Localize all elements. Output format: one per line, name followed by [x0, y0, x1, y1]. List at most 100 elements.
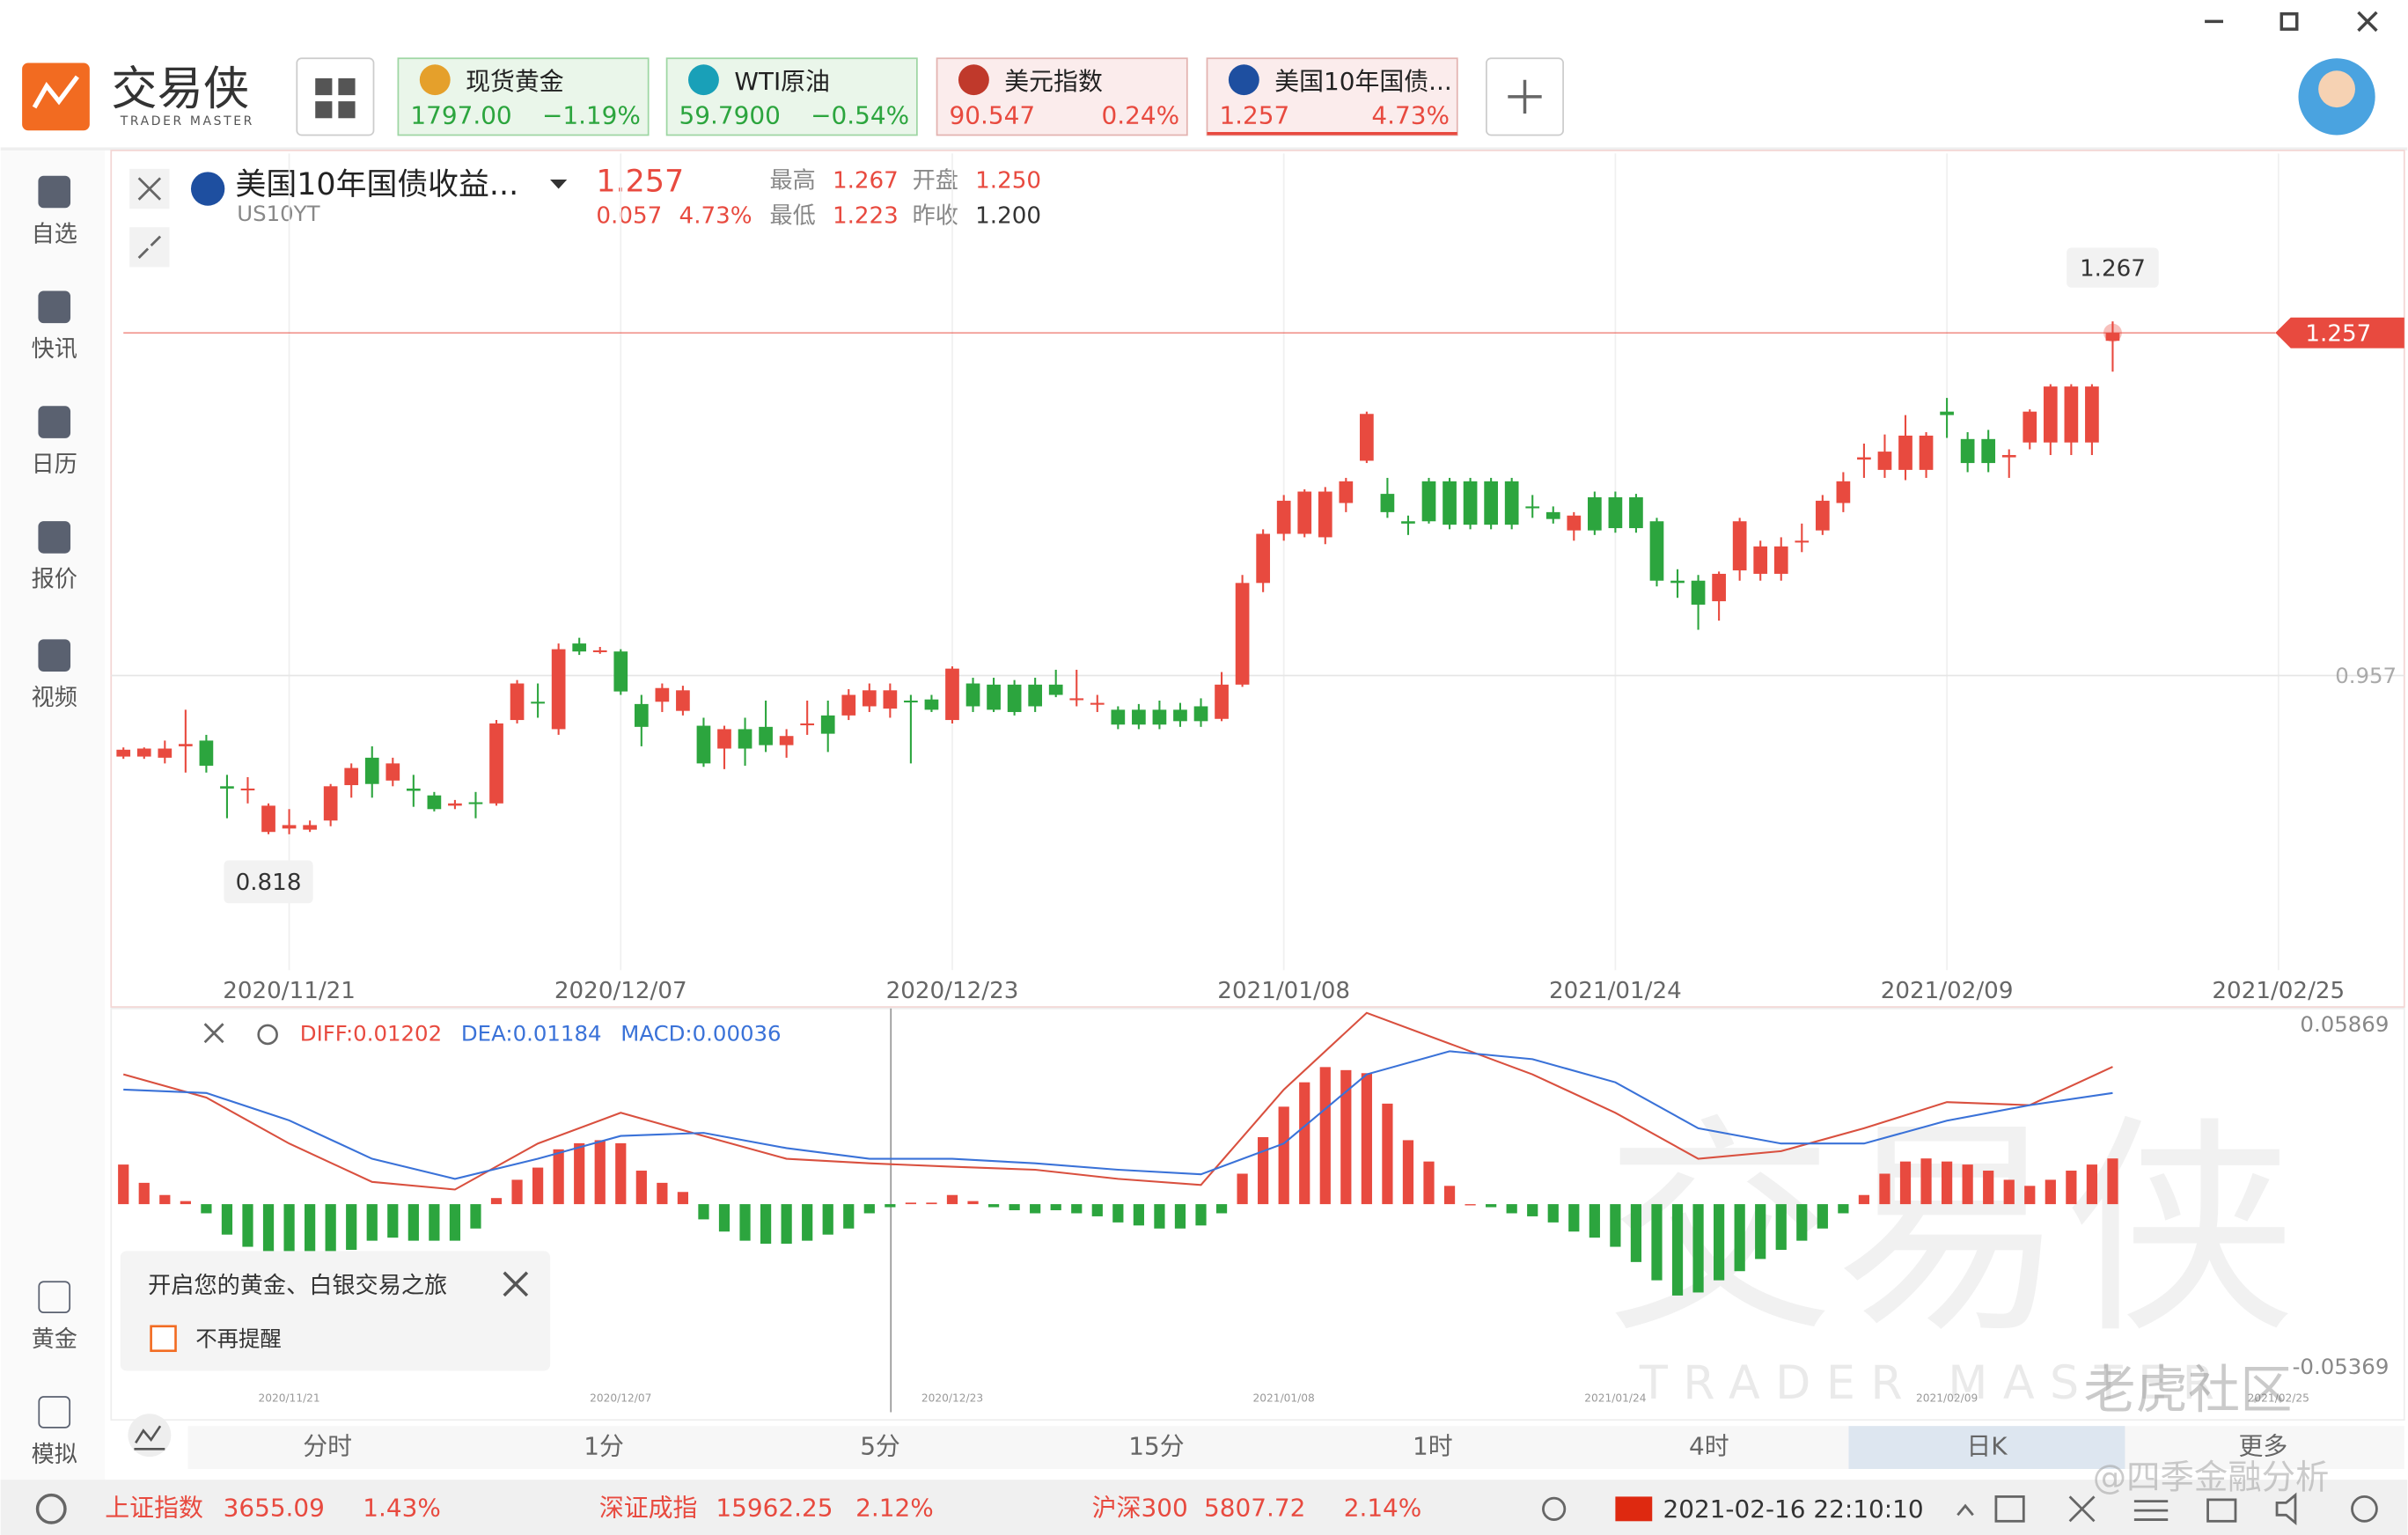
popup [120, 1251, 551, 1371]
popup-close[interactable] [503, 1271, 529, 1297]
close-indicator[interactable] [203, 1023, 224, 1044]
macd-bar [429, 1204, 440, 1241]
candle-body [1795, 540, 1810, 543]
macd-bar [221, 1204, 233, 1235]
candle-body [1339, 481, 1354, 503]
candle-body [1815, 500, 1830, 531]
macd-bar [1879, 1173, 1890, 1205]
popup-message: 开启您的黄金、白银交易之旅 [148, 1273, 447, 1299]
tab-change: −1.19% [542, 101, 641, 130]
timeframe-tab[interactable]: 15分 [1128, 1432, 1184, 1461]
candle-body [2043, 386, 2058, 443]
timeframe-tab[interactable]: 日K [1966, 1432, 2008, 1461]
candle-body [820, 715, 835, 734]
candle-body [613, 651, 628, 692]
candle-body [531, 701, 545, 704]
macd-bar [2066, 1171, 2077, 1205]
sidebar-icon[interactable] [38, 175, 71, 209]
sidebar-icon[interactable] [38, 521, 71, 554]
stat-label: 最低 [769, 202, 815, 229]
macd-bar [1009, 1204, 1020, 1211]
macd-bar [1817, 1204, 1828, 1229]
sidebar-icon[interactable] [38, 406, 71, 438]
tab-change: 4.73% [1371, 101, 1450, 130]
macd-bar [449, 1204, 461, 1241]
sidebar-icon[interactable] [38, 639, 71, 672]
tab-icon [419, 64, 451, 96]
macd-x-tick-label: 2021/01/08 [1253, 1392, 1315, 1404]
sidebar-label: 报价 [32, 567, 77, 593]
macd-bar [118, 1164, 129, 1205]
candle-body [696, 725, 711, 764]
timeframe-tab[interactable]: 更多 [2238, 1432, 2287, 1461]
candle-body [738, 729, 752, 749]
macd-bar [1215, 1204, 1228, 1214]
candle-body [1215, 684, 1229, 719]
index-value: 5807.72 [1204, 1493, 1305, 1522]
macd-bar [843, 1204, 855, 1229]
divider [0, 147, 2408, 151]
candle-body [551, 649, 566, 730]
high-callout [2067, 247, 2159, 288]
candle-body [1877, 452, 1892, 470]
avatar-face [2318, 70, 2355, 108]
macd-bar [2107, 1158, 2118, 1205]
sidebar-icon[interactable] [38, 1281, 71, 1313]
candle-body [1069, 698, 1084, 701]
indicator-button[interactable] [128, 1414, 172, 1458]
high-callout-label: 1.267 [2080, 255, 2146, 282]
macd-bar [1299, 1082, 1310, 1205]
candle-body [987, 684, 1001, 710]
index-value: 15962.25 [716, 1493, 833, 1522]
sidebar-icon[interactable] [38, 290, 71, 324]
status-icons [1542, 1492, 2378, 1526]
macd-bar [905, 1202, 916, 1205]
candle-body [1525, 506, 1540, 509]
stat-label: 最高 [769, 167, 815, 194]
macd-y-tick-label: 0.05869 [2300, 1011, 2389, 1037]
x-tick-label: 2020/12/07 [554, 978, 687, 1004]
candle-body [1132, 709, 1146, 725]
candle-body [1567, 515, 1582, 531]
candle-body [158, 748, 173, 758]
tab-price: 1797.00 [410, 101, 511, 130]
window-controls[interactable] [2205, 11, 2378, 33]
datetime: 2021-02-16 22:10:10 [1663, 1495, 1923, 1524]
candle-body [220, 786, 234, 789]
flag [1615, 1496, 1653, 1522]
timeframe-tab[interactable]: 5分 [860, 1432, 900, 1461]
checkbox[interactable] [150, 1325, 177, 1353]
grid-icon [315, 77, 356, 119]
candle-body [759, 726, 773, 745]
candle-body [779, 736, 794, 745]
candle-body [1090, 702, 1105, 705]
dropdown-arrow[interactable] [550, 180, 568, 189]
macd-bar [1174, 1204, 1186, 1229]
macd-bar [677, 1192, 689, 1205]
candle-body [510, 683, 525, 721]
tab-name: 美国10年国债... [1274, 67, 1452, 96]
sidebar-icon[interactable] [38, 1396, 71, 1429]
compress-chart[interactable] [129, 227, 170, 268]
candle-body [904, 700, 918, 703]
timeframe-tab[interactable]: 1分 [584, 1432, 624, 1461]
timeframe-tab[interactable]: 1时 [1413, 1432, 1453, 1461]
candle-body [1898, 435, 1912, 470]
indicator-settings[interactable] [257, 1024, 278, 1046]
timeframe-tab[interactable]: 4时 [1689, 1432, 1729, 1461]
candle-body [1463, 481, 1478, 525]
macd-bar [1610, 1204, 1621, 1247]
grid-button[interactable] [296, 57, 375, 136]
candle-body [1588, 497, 1602, 531]
macd-bar [1195, 1204, 1207, 1226]
macd-x-tick-label: 2021/02/09 [1916, 1392, 1978, 1404]
candle-body [1007, 684, 1022, 712]
quote-change: 0.057 [596, 202, 662, 229]
candle-body [406, 788, 421, 791]
candle-body [2023, 411, 2037, 443]
timeframe-tab[interactable]: 分时 [303, 1432, 352, 1461]
support-icon[interactable] [35, 1493, 67, 1524]
macd-x-tick-label: 2020/12/07 [590, 1392, 651, 1404]
